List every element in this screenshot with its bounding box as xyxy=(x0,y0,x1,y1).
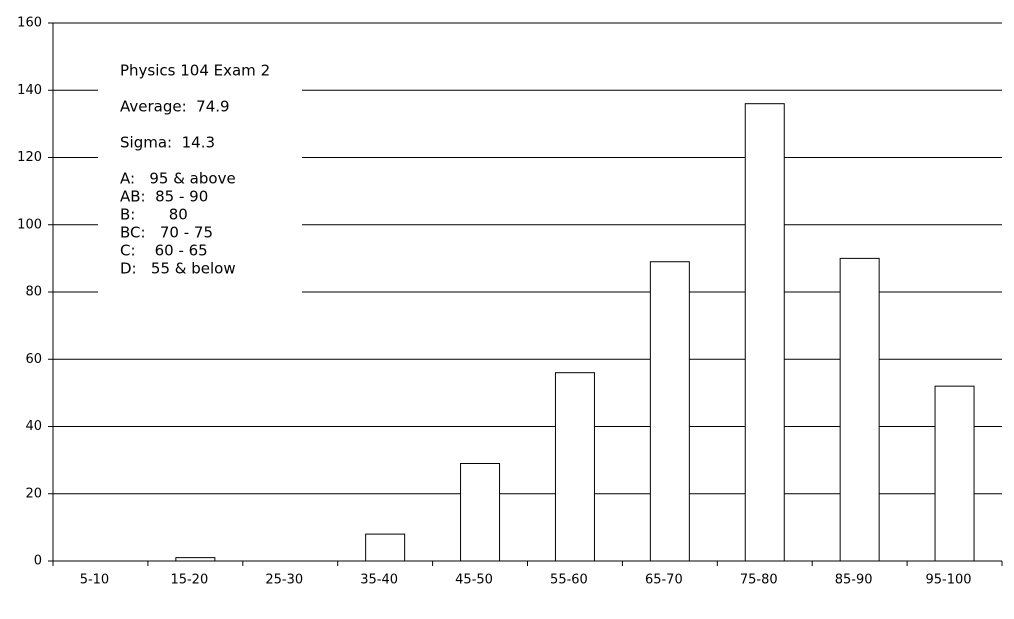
bar xyxy=(839,257,880,562)
annotation: Average: 74.9 xyxy=(120,98,230,116)
bar xyxy=(554,372,595,562)
x-tick-label: 15-20 xyxy=(170,573,208,588)
bar xyxy=(649,261,690,562)
y-tick-label: 80 xyxy=(25,285,42,300)
annotation: BC: 70 - 75 xyxy=(120,224,213,242)
annotation-box xyxy=(98,55,302,295)
annotation: Physics 104 Exam 2 xyxy=(120,62,270,80)
bar xyxy=(934,385,975,562)
bar xyxy=(365,533,406,562)
x-tick-label: 35-40 xyxy=(360,573,398,588)
y-tick-label: 60 xyxy=(25,352,42,367)
x-tick-label: 25-30 xyxy=(265,573,303,588)
y-tick-label: 0 xyxy=(34,554,42,569)
bar xyxy=(460,462,501,562)
y-tick-label: 100 xyxy=(17,217,42,232)
x-tick-label: 65-70 xyxy=(645,573,683,588)
x-tick-label: 95-100 xyxy=(926,573,972,588)
y-tick-label: 120 xyxy=(17,150,42,165)
annotation: A: 95 & above xyxy=(120,170,236,188)
y-tick-label: 160 xyxy=(17,16,42,31)
annotation: D: 55 & below xyxy=(120,260,236,278)
annotation: C: 60 - 65 xyxy=(120,242,208,260)
y-tick-label: 20 xyxy=(25,486,42,501)
x-tick-label: 5-10 xyxy=(80,573,110,588)
y-tick-label: 40 xyxy=(25,419,42,434)
x-tick-label: 85-90 xyxy=(835,573,873,588)
x-tick-label: 45-50 xyxy=(455,573,493,588)
bar xyxy=(744,103,785,562)
x-tick-label: 55-60 xyxy=(550,573,588,588)
bar xyxy=(175,557,216,562)
annotation: B: 80 xyxy=(120,206,188,224)
y-tick-label: 140 xyxy=(17,83,42,98)
annotation: AB: 85 - 90 xyxy=(120,188,208,206)
x-tick-label: 75-80 xyxy=(740,573,778,588)
annotation: Sigma: 14.3 xyxy=(120,134,215,152)
